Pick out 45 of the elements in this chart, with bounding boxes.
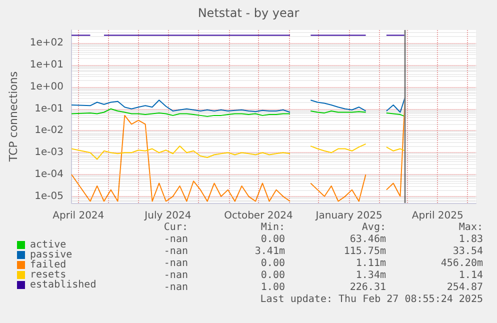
x-tick-label: April 2024 xyxy=(52,210,104,222)
text: -nan xyxy=(164,258,188,269)
x-tick-label: July 2024 xyxy=(144,210,192,222)
legend-label: resets xyxy=(30,270,66,280)
text: -nan xyxy=(164,234,188,245)
y-tick-label: 1e+00 xyxy=(30,81,64,92)
text: Avg: xyxy=(362,222,386,233)
text: 226.31 xyxy=(350,282,386,293)
text: 33.54 xyxy=(452,246,483,257)
text: 1.14 xyxy=(458,270,483,281)
legend-label: passive xyxy=(30,250,72,260)
text: Cur: xyxy=(164,222,188,233)
chart-title: Netstat - by year xyxy=(198,6,300,20)
text: -nan xyxy=(164,246,188,257)
y-tick-label: 1e-02 xyxy=(34,125,64,136)
text: 1.00 xyxy=(260,282,285,293)
y-tick-label: 1e+01 xyxy=(30,60,64,71)
text: Max: xyxy=(458,222,483,233)
legend-label: active xyxy=(30,240,66,250)
x-tick-label: October 2024 xyxy=(224,210,293,222)
text: 3.41m xyxy=(254,246,285,257)
text: 1.83 xyxy=(458,234,483,245)
x-tick-label: January 2025 xyxy=(314,210,382,222)
text: -nan xyxy=(164,282,188,293)
text: 63.46m xyxy=(350,234,386,245)
text: 254.87 xyxy=(446,282,483,293)
text: 0.00 xyxy=(260,270,285,281)
text: Last update: Thu Feb 27 08:55:24 2025 xyxy=(260,294,483,305)
legend-label: failed xyxy=(30,260,66,270)
text: 115.75m xyxy=(344,246,386,257)
text: Min: xyxy=(260,222,285,233)
text: 1.34m xyxy=(356,270,386,281)
text: 0.00 xyxy=(260,258,285,269)
y-tick-label: 1e-03 xyxy=(34,147,64,158)
text: -nan xyxy=(164,270,188,281)
y-tick-label: 1e-04 xyxy=(34,169,64,180)
legend-label: established xyxy=(30,280,96,290)
text: 456.20m xyxy=(440,258,483,269)
y-tick-label: 1e+02 xyxy=(30,38,64,49)
y-tick-label: 1e-05 xyxy=(34,190,64,202)
y-axis-title: TCP connections xyxy=(7,71,20,163)
x-tick-label: April 2025 xyxy=(412,210,464,222)
y-tick-label: 1e-01 xyxy=(34,103,64,114)
text: 0.00 xyxy=(260,234,285,245)
text: 1.11m xyxy=(356,258,386,269)
